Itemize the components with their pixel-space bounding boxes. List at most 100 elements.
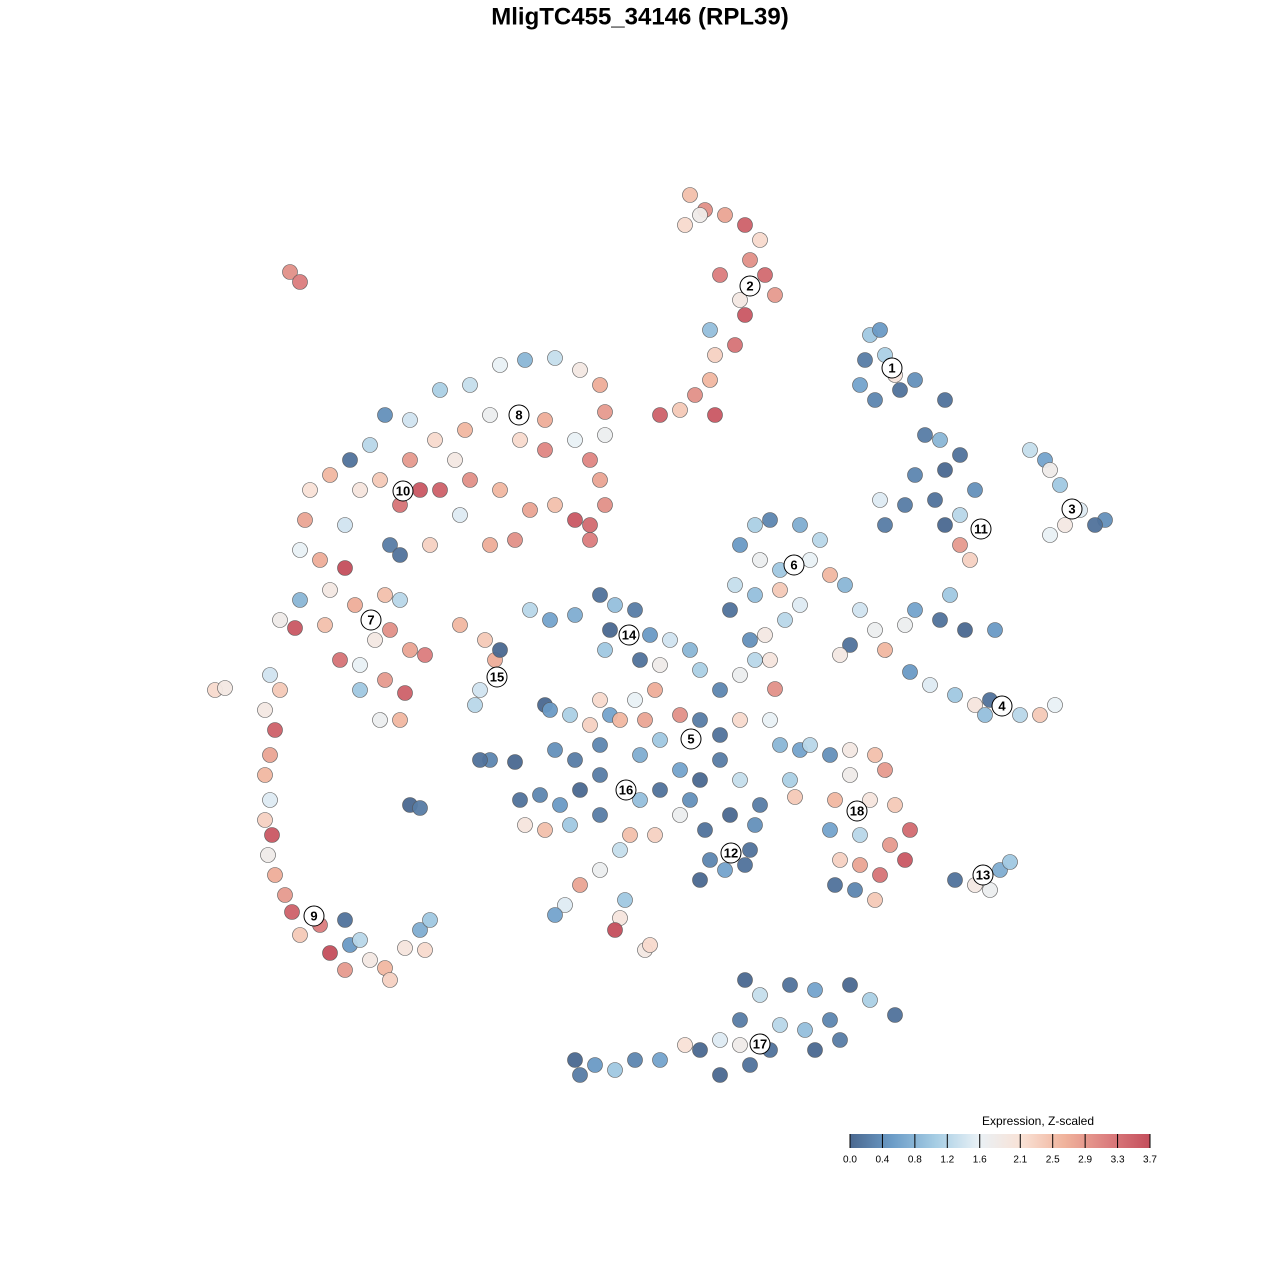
data-point	[602, 622, 618, 638]
colorbar-title: Expression, Z-scaled	[982, 1114, 1094, 1128]
data-point	[482, 537, 498, 553]
data-point	[857, 352, 873, 368]
data-point	[792, 517, 808, 533]
data-point	[907, 602, 923, 618]
data-point	[382, 622, 398, 638]
data-point	[592, 377, 608, 393]
data-point	[797, 1022, 813, 1038]
data-point	[417, 647, 433, 663]
cluster-marker	[783, 554, 805, 576]
data-point	[352, 482, 368, 498]
data-point	[682, 187, 698, 203]
data-point	[647, 827, 663, 843]
data-point	[262, 747, 278, 763]
data-point	[877, 762, 893, 778]
cluster-marker	[1061, 498, 1083, 520]
data-point	[1022, 442, 1038, 458]
data-point	[317, 617, 333, 633]
cluster-label: 12	[724, 845, 738, 860]
data-point	[382, 972, 398, 988]
data-point	[937, 517, 953, 533]
data-point	[897, 617, 913, 633]
data-point	[312, 552, 328, 568]
data-point	[862, 792, 878, 808]
cluster-label: 1	[888, 360, 895, 375]
data-point	[922, 677, 938, 693]
data-point	[887, 797, 903, 813]
data-point	[862, 992, 878, 1008]
cluster-label: 9	[310, 908, 317, 923]
data-point	[952, 537, 968, 553]
data-point	[807, 1042, 823, 1058]
data-point	[582, 532, 598, 548]
data-point	[787, 789, 803, 805]
data-point	[687, 387, 703, 403]
data-point	[772, 1017, 788, 1033]
data-point	[757, 267, 773, 283]
data-point	[592, 692, 608, 708]
data-point	[652, 782, 668, 798]
cluster-marker	[618, 624, 640, 646]
data-point	[412, 800, 428, 816]
data-point	[507, 754, 523, 770]
cluster-label: 6	[790, 557, 797, 572]
data-point	[612, 712, 628, 728]
data-point	[582, 717, 598, 733]
data-point	[292, 592, 308, 608]
data-point	[852, 602, 868, 618]
data-point	[757, 627, 773, 643]
data-point	[842, 637, 858, 653]
data-point	[807, 982, 823, 998]
data-point	[812, 532, 828, 548]
data-point	[677, 1037, 693, 1053]
data-point	[462, 472, 478, 488]
data-point	[352, 682, 368, 698]
data-point	[337, 560, 353, 576]
data-point	[642, 627, 658, 643]
data-point	[392, 592, 408, 608]
data-point	[422, 537, 438, 553]
data-point	[927, 492, 943, 508]
data-point	[537, 442, 553, 458]
data-point	[702, 372, 718, 388]
data-point	[632, 747, 648, 763]
data-point	[542, 612, 558, 628]
colorbar-tick-label: 0.8	[908, 1155, 922, 1166]
data-point	[432, 382, 448, 398]
data-point	[537, 822, 553, 838]
data-point	[352, 657, 368, 673]
colorbar-tick-label: 3.3	[1111, 1155, 1125, 1166]
data-point	[767, 681, 783, 697]
data-point	[867, 622, 883, 638]
data-point	[562, 707, 578, 723]
data-point	[897, 497, 913, 513]
data-point	[337, 517, 353, 533]
data-point	[567, 432, 583, 448]
data-point	[752, 232, 768, 248]
data-point	[1012, 707, 1028, 723]
data-point	[772, 582, 788, 598]
data-point	[732, 1037, 748, 1053]
data-point	[892, 382, 908, 398]
data-point	[682, 792, 698, 808]
data-point	[782, 772, 798, 788]
data-point	[752, 552, 768, 568]
colorbar-tick-label: 0.4	[875, 1155, 889, 1166]
colorbar-tick-label: 3.7	[1143, 1155, 1157, 1166]
data-point	[742, 1057, 758, 1073]
cluster-marker	[680, 728, 702, 750]
colorbar-tick-label: 1.6	[973, 1155, 987, 1166]
data-point	[692, 207, 708, 223]
data-point	[672, 707, 688, 723]
data-point	[867, 747, 883, 763]
data-point	[692, 662, 708, 678]
colorbar	[850, 1134, 1150, 1148]
data-point	[737, 857, 753, 873]
data-point	[377, 587, 393, 603]
cluster-label: 5	[687, 731, 694, 746]
data-point	[572, 1067, 588, 1083]
cluster-marker	[991, 695, 1013, 717]
data-point	[762, 712, 778, 728]
cluster-label: 10	[396, 483, 410, 498]
